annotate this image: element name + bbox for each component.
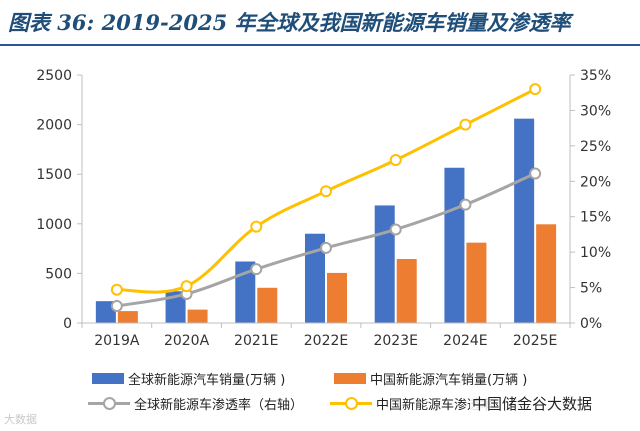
- y-right-tick-label: 20%: [580, 174, 611, 190]
- y-left-tick-label: 500: [45, 266, 72, 282]
- point-global-rate: [529, 167, 542, 180]
- point-china-rate: [180, 280, 193, 293]
- bar-global-sales: [235, 261, 256, 323]
- lines-group: [110, 83, 542, 312]
- y-right-tick-label: 25%: [580, 139, 611, 155]
- x-tick-label: 2023E: [373, 333, 417, 349]
- bar-global-sales: [374, 205, 395, 323]
- point-china-rate: [459, 118, 472, 131]
- y-left-tick-label: 1000: [36, 217, 72, 233]
- y-left-tick-label: 1500: [36, 167, 72, 183]
- title-underline: [0, 44, 640, 46]
- bar-china-sales: [466, 242, 487, 323]
- point-china-rate: [529, 83, 542, 96]
- x-tick-label: 2019A: [94, 333, 140, 349]
- bar-china-sales: [187, 309, 208, 323]
- bar-china-sales: [536, 224, 557, 323]
- y-right-tick-label: 15%: [580, 210, 611, 226]
- watermark-right: 中国储金谷大数据: [470, 393, 595, 414]
- y-left-tick-label: 2500: [36, 68, 72, 84]
- point-global-rate: [250, 263, 263, 276]
- point-global-rate: [459, 198, 472, 211]
- bar-global-sales: [444, 167, 465, 323]
- x-tick-label: 2021E: [234, 333, 278, 349]
- bar-global-sales: [305, 233, 325, 323]
- x-tick-label: 2020A: [164, 333, 210, 349]
- y-right-tick-label: 35%: [580, 68, 611, 84]
- y-right-tick-label: 10%: [580, 245, 611, 261]
- point-global-rate: [110, 299, 123, 312]
- point-china-rate: [389, 154, 402, 167]
- watermark-left: 大数据: [4, 413, 37, 426]
- bar-china-sales: [396, 259, 417, 323]
- bar-global-sales: [95, 301, 116, 323]
- bar-global-sales: [165, 291, 186, 323]
- x-tick-label: 2025E: [513, 333, 557, 349]
- point-china-rate: [250, 220, 263, 233]
- point-china-rate: [320, 185, 332, 198]
- bar-global-sales: [514, 118, 535, 323]
- y-right-tick-label: 5%: [580, 281, 602, 297]
- y-right-tick-label: 30%: [580, 103, 611, 119]
- axes-group: 0 500 1000 1500 2000 2500 0% 5% 10% 15% 20% 25% 30% 3…: [36, 68, 611, 349]
- point-global-rate: [320, 241, 332, 254]
- point-china-rate: [110, 283, 123, 296]
- y-right-tick-label: 0%: [580, 316, 602, 332]
- bar-china-sales: [327, 272, 347, 323]
- bar-china-sales: [117, 311, 138, 323]
- x-tick-label: 2022E: [304, 333, 348, 349]
- y-left-tick-label: 2000: [36, 118, 72, 134]
- point-global-rate: [389, 223, 402, 236]
- bar-china-sales: [257, 287, 278, 323]
- y-left-tick-label: 0: [63, 316, 72, 332]
- x-tick-label: 2024E: [443, 333, 487, 349]
- chart-title: 图表 36: 2019-2025 年全球及我国新能源车销量及渗透率: [8, 10, 571, 35]
